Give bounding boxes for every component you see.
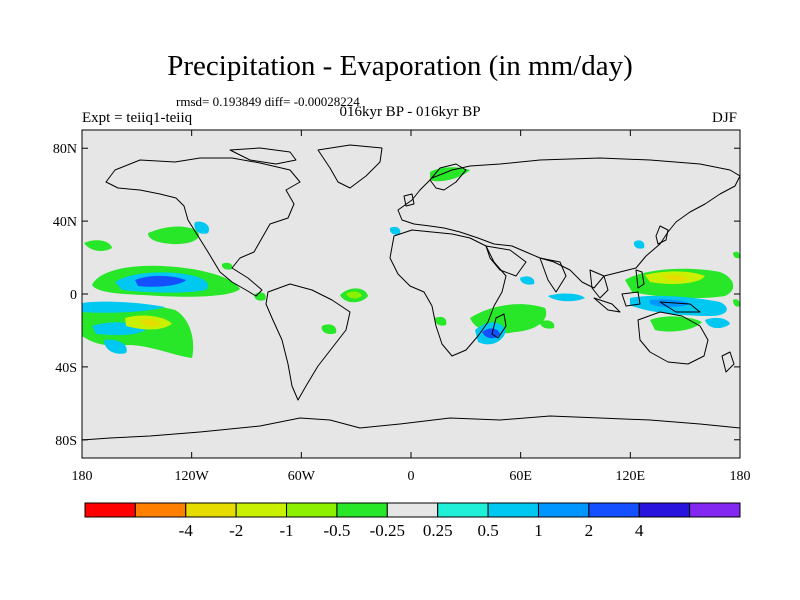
colorbar-label-0: -4 <box>179 521 194 540</box>
colorbar-label-1: -2 <box>229 521 243 540</box>
colorbar: -4 -2 -1 -0.5 -0.25 0.25 0.5 1 2 4 <box>84 502 741 540</box>
stats-label: rmsd= 0.193849 diff= -0.00028224 <box>176 94 360 109</box>
x-tick-label-0: 180 <box>72 469 93 484</box>
coast-sumatra <box>593 297 621 313</box>
anomaly-hawaii-region <box>221 262 233 270</box>
coast-arabia <box>485 245 527 277</box>
colorbar-swatch-7 <box>437 502 489 518</box>
colorbar-swatch-4 <box>286 502 338 518</box>
coast-new-guinea <box>659 301 701 313</box>
anomaly-east-asia <box>633 240 645 249</box>
y-tick-label-1: 40N <box>53 215 77 230</box>
coast-new-zealand <box>721 351 735 373</box>
colorbar-swatch-10 <box>588 502 640 518</box>
coast-madagascar <box>491 313 507 339</box>
axis-ticks: 80N 40N 0 40S 80S 180 120W 60W 0 60E 120E 180 <box>53 130 751 484</box>
coast-indochina <box>589 269 609 299</box>
anomaly-west-pacific-orange <box>662 275 688 281</box>
anomaly-northwest-pacific <box>84 240 112 251</box>
experiment-label: Expt = teiiq1-teiiq <box>82 110 193 126</box>
anomaly-north-atlantic-ice <box>430 167 470 182</box>
y-tick-label-4: 80S <box>55 434 77 449</box>
colorbar-label-5: 0.25 <box>423 521 453 540</box>
colorbar-swatch-5 <box>336 502 388 518</box>
coast-north-america <box>105 157 301 297</box>
anomaly-north-pacific-center <box>135 275 186 287</box>
anomaly-south-indian <box>540 320 555 329</box>
anomaly-southeast-pacific <box>104 339 127 354</box>
coast-india <box>539 257 567 293</box>
x-tick-label-3: 0 <box>408 469 415 484</box>
anomaly-equatorial-indian <box>548 293 585 302</box>
anomaly-date-line <box>733 299 740 307</box>
x-tick-label-2: 60W <box>288 469 316 484</box>
anomaly-east-pacific-date <box>733 251 740 259</box>
subtitle-label: 016kyr BP - 016kyr BP <box>339 104 481 120</box>
coast-greenland <box>317 144 383 189</box>
anomaly-northeast-pacific <box>148 226 199 245</box>
x-tick-label-6: 180 <box>730 469 751 484</box>
colorbar-label-9: 4 <box>635 521 644 540</box>
anomaly-arabian-sea <box>520 276 535 285</box>
colorbar-swatch-3 <box>235 502 288 518</box>
coast-eurasia <box>397 157 740 289</box>
colorbar-swatch-0 <box>84 502 136 518</box>
y-tick-label-2: 0 <box>70 288 77 303</box>
colorbar-label-6: 0.5 <box>477 521 498 540</box>
coast-australia <box>637 311 709 365</box>
coast-borneo <box>621 291 641 307</box>
colorbar-swatch-1 <box>134 502 187 518</box>
colorbar-swatch-11 <box>638 502 691 518</box>
y-tick-label-3: 40S <box>55 361 77 376</box>
anomaly-mediterranean <box>389 226 401 235</box>
colorbar-label-3: -0.5 <box>323 521 350 540</box>
anomaly-south-pacific-east <box>705 317 730 329</box>
season-label: DJF <box>712 110 738 126</box>
coastlines <box>82 144 740 441</box>
colorbar-label-4: -0.25 <box>370 521 405 540</box>
anomaly-pacific-equatorial-west <box>82 301 165 313</box>
x-tick-label-5: 120E <box>616 469 646 484</box>
colorbar-label-2: -1 <box>279 521 293 540</box>
colorbar-swatch-9 <box>537 502 590 518</box>
y-tick-label-0: 80N <box>53 142 77 157</box>
colorbar-swatch-12 <box>689 502 741 518</box>
colorbar-label-7: 1 <box>534 521 543 540</box>
coast-scandinavia <box>429 163 467 191</box>
x-tick-label-4: 60E <box>509 469 532 484</box>
anomaly-fields <box>82 167 740 358</box>
colorbar-label-8: 2 <box>585 521 594 540</box>
anomaly-west-africa <box>434 316 447 326</box>
coast-british-isles <box>403 193 415 207</box>
coast-africa <box>389 229 507 357</box>
colorbar-swatch-8 <box>487 502 539 518</box>
anomaly-brazil <box>321 324 337 335</box>
x-tick-label-1: 120W <box>175 469 210 484</box>
anomaly-gulf-of-alaska <box>194 221 210 234</box>
map-title: Precipitation - Evaporation (in mm/day) <box>167 50 633 82</box>
coast-canadian-islands <box>229 147 297 165</box>
coast-japan <box>655 225 669 245</box>
colorbar-swatch-6 <box>386 502 439 518</box>
coast-south-america <box>265 283 351 401</box>
anomaly-south-pacific-orange <box>140 319 160 327</box>
coast-philippines <box>635 269 645 289</box>
colorbar-swatch-2 <box>185 502 237 518</box>
coast-antarctica <box>82 415 740 441</box>
anomaly-south-atlantic-inner <box>346 291 362 299</box>
